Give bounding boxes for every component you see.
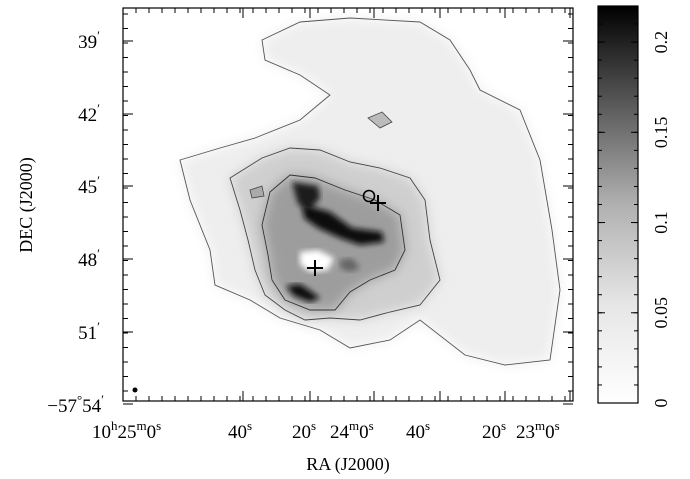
plus-marker-1 xyxy=(370,195,386,211)
contour-outer xyxy=(179,17,561,366)
circle-marker xyxy=(362,189,376,203)
map-frame xyxy=(122,7,574,402)
x-tick-label: 40s xyxy=(228,418,252,443)
plus-marker-2 xyxy=(307,260,323,276)
y-tick-label: 42′ xyxy=(78,101,100,126)
y-axis: DEC (J2000) 39′ 42′ 45′ 48′ 51′ −57°54′ xyxy=(16,28,104,417)
intensity-map xyxy=(179,17,561,366)
contour-inner xyxy=(261,174,406,311)
x-axis: 10h25m0s 40s 20s 24m0s 40s 20s 23m0s RA … xyxy=(92,418,560,475)
colorbar-tick-label: 0.1 xyxy=(651,211,671,234)
colorbar-tick-label: 0.05 xyxy=(651,297,671,329)
map-ticks xyxy=(122,8,573,405)
y-tick-label: 45′ xyxy=(78,173,100,198)
colorbar-labels: 0 0.05 0.1 0.15 0.2 xyxy=(651,31,671,408)
x-tick-label: 24m0s xyxy=(330,418,374,443)
colorbar-ticks xyxy=(598,23,638,404)
x-tick-label: 20s xyxy=(482,418,506,443)
y-tick-label: 48′ xyxy=(78,246,100,271)
x-tick-label: 40s xyxy=(406,418,430,443)
x-axis-title: RA (J2000) xyxy=(306,454,390,475)
x-tick-label: 10h25m0s xyxy=(92,418,161,443)
contour-middle xyxy=(229,147,441,321)
colorbar-tick-label: 0.15 xyxy=(651,117,671,149)
colorbar-tick-label: 0 xyxy=(651,399,671,408)
y-tick-label: 51′ xyxy=(78,319,100,344)
y-tick-label: 39′ xyxy=(78,28,100,53)
y-tick-label: −57°54′ xyxy=(47,392,104,417)
colorbar-gradient xyxy=(598,6,638,403)
x-tick-label: 20s xyxy=(292,418,316,443)
map-panel xyxy=(122,7,574,405)
x-tick-label: 23m0s xyxy=(516,418,560,443)
colorbar: 0 0.05 0.1 0.15 0.2 xyxy=(597,5,671,408)
beam-marker xyxy=(132,387,138,393)
colorbar-tick-label: 0.2 xyxy=(651,31,671,54)
y-axis-title: DEC (J2000) xyxy=(16,157,37,253)
